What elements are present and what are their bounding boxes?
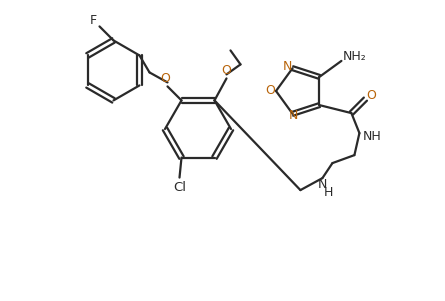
Text: N: N (318, 178, 327, 191)
Text: Cl: Cl (173, 181, 186, 194)
Text: H: H (324, 186, 333, 199)
Text: O: O (367, 88, 376, 102)
Text: N: N (289, 109, 298, 122)
Text: NH₂: NH₂ (343, 50, 366, 64)
Text: O: O (222, 64, 231, 77)
Text: NH: NH (363, 130, 382, 143)
Text: F: F (90, 14, 97, 27)
Text: O: O (265, 85, 275, 98)
Text: O: O (161, 72, 170, 85)
Text: N: N (283, 60, 292, 73)
